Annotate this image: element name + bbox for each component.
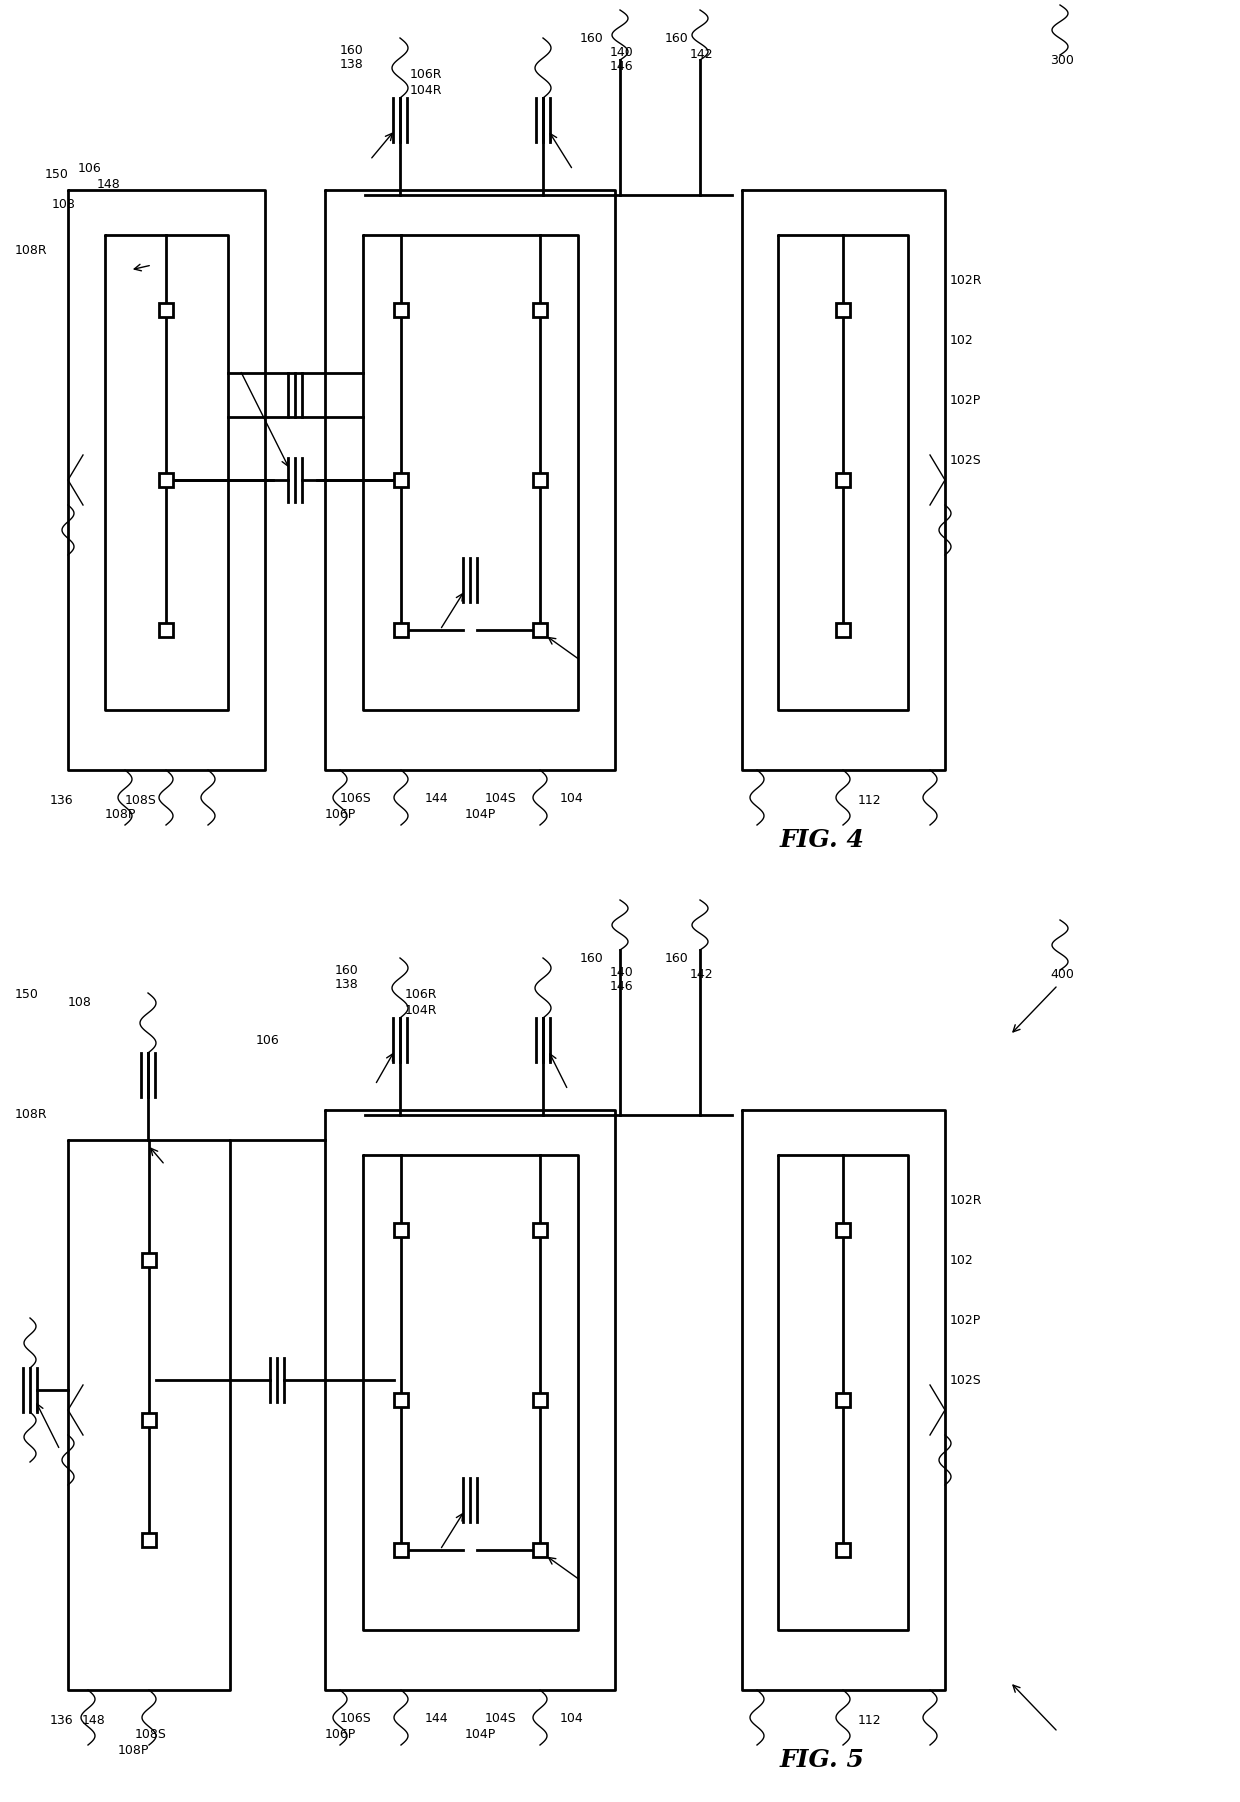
Bar bbox=[394, 472, 408, 487]
Text: 102S: 102S bbox=[950, 1373, 982, 1386]
Text: 104S: 104S bbox=[485, 791, 517, 804]
Text: 142: 142 bbox=[689, 968, 714, 982]
Text: 104R: 104R bbox=[405, 1004, 438, 1016]
Bar bbox=[394, 1543, 408, 1557]
Text: 150: 150 bbox=[15, 989, 38, 1002]
Bar bbox=[836, 1393, 849, 1407]
Text: 108S: 108S bbox=[135, 1728, 167, 1741]
Text: 106: 106 bbox=[78, 162, 102, 175]
Bar bbox=[159, 623, 174, 636]
Text: FIG. 5: FIG. 5 bbox=[780, 1748, 864, 1771]
Text: 102R: 102R bbox=[950, 274, 982, 287]
Text: 140: 140 bbox=[610, 966, 634, 978]
Text: 150: 150 bbox=[45, 169, 69, 182]
Text: 104S: 104S bbox=[485, 1712, 517, 1725]
Text: 106R: 106R bbox=[405, 989, 438, 1002]
Bar bbox=[836, 303, 849, 317]
Text: 104P: 104P bbox=[465, 1728, 496, 1741]
Text: 106: 106 bbox=[255, 1034, 280, 1047]
Bar bbox=[836, 1224, 849, 1236]
Text: 106R: 106R bbox=[410, 68, 443, 81]
Text: 160: 160 bbox=[340, 43, 363, 56]
Bar bbox=[533, 623, 547, 636]
Text: 140: 140 bbox=[610, 45, 634, 58]
Text: 160: 160 bbox=[665, 951, 688, 964]
Text: 142: 142 bbox=[689, 49, 714, 61]
Bar bbox=[836, 1543, 849, 1557]
Bar bbox=[533, 1224, 547, 1236]
Text: 104: 104 bbox=[560, 1712, 584, 1725]
Text: 102R: 102R bbox=[950, 1193, 982, 1207]
Text: 160: 160 bbox=[335, 964, 358, 977]
Text: 108: 108 bbox=[68, 995, 92, 1009]
Text: 136: 136 bbox=[50, 1714, 73, 1726]
Text: 160: 160 bbox=[665, 31, 688, 45]
Text: 108R: 108R bbox=[15, 243, 47, 256]
Bar bbox=[394, 623, 408, 636]
Text: 300: 300 bbox=[1050, 54, 1074, 67]
Text: 138: 138 bbox=[335, 978, 358, 991]
Text: 102S: 102S bbox=[950, 454, 982, 467]
Text: 138: 138 bbox=[340, 58, 363, 72]
Bar bbox=[533, 303, 547, 317]
Text: 136: 136 bbox=[50, 793, 73, 807]
Bar bbox=[533, 1543, 547, 1557]
Text: 148: 148 bbox=[97, 178, 120, 191]
Text: 160: 160 bbox=[580, 31, 604, 45]
Text: 146: 146 bbox=[610, 61, 634, 74]
Text: 108R: 108R bbox=[15, 1108, 47, 1121]
Text: FIG. 4: FIG. 4 bbox=[780, 827, 864, 852]
Text: 112: 112 bbox=[858, 1714, 882, 1726]
Text: 102: 102 bbox=[950, 333, 973, 346]
Text: 106S: 106S bbox=[340, 791, 372, 804]
Text: 160: 160 bbox=[580, 951, 604, 964]
Bar bbox=[143, 1252, 156, 1267]
Text: 102P: 102P bbox=[950, 1314, 981, 1326]
Bar bbox=[836, 623, 849, 636]
Text: 106S: 106S bbox=[340, 1712, 372, 1725]
Text: 144: 144 bbox=[425, 791, 449, 804]
Text: 104P: 104P bbox=[465, 807, 496, 820]
Bar bbox=[533, 1393, 547, 1407]
Text: 108S: 108S bbox=[125, 793, 157, 807]
Text: 400: 400 bbox=[1050, 968, 1074, 982]
Bar bbox=[143, 1413, 156, 1427]
Bar bbox=[836, 472, 849, 487]
Text: 102: 102 bbox=[950, 1254, 973, 1267]
Bar bbox=[159, 303, 174, 317]
Text: 108: 108 bbox=[52, 198, 76, 211]
Text: 106P: 106P bbox=[325, 1728, 356, 1741]
Bar bbox=[143, 1534, 156, 1546]
Bar bbox=[159, 472, 174, 487]
Text: 144: 144 bbox=[425, 1712, 449, 1725]
Text: 104R: 104R bbox=[410, 83, 443, 97]
Bar bbox=[394, 1224, 408, 1236]
Text: 108P: 108P bbox=[118, 1744, 149, 1757]
Text: 146: 146 bbox=[610, 980, 634, 993]
Text: 106P: 106P bbox=[325, 807, 356, 820]
Text: 112: 112 bbox=[858, 793, 882, 807]
Bar bbox=[394, 303, 408, 317]
Bar bbox=[394, 1393, 408, 1407]
Text: 148: 148 bbox=[82, 1714, 105, 1726]
Text: 104: 104 bbox=[560, 791, 584, 804]
Text: 102P: 102P bbox=[950, 393, 981, 407]
Text: 108P: 108P bbox=[105, 809, 136, 822]
Bar bbox=[533, 472, 547, 487]
